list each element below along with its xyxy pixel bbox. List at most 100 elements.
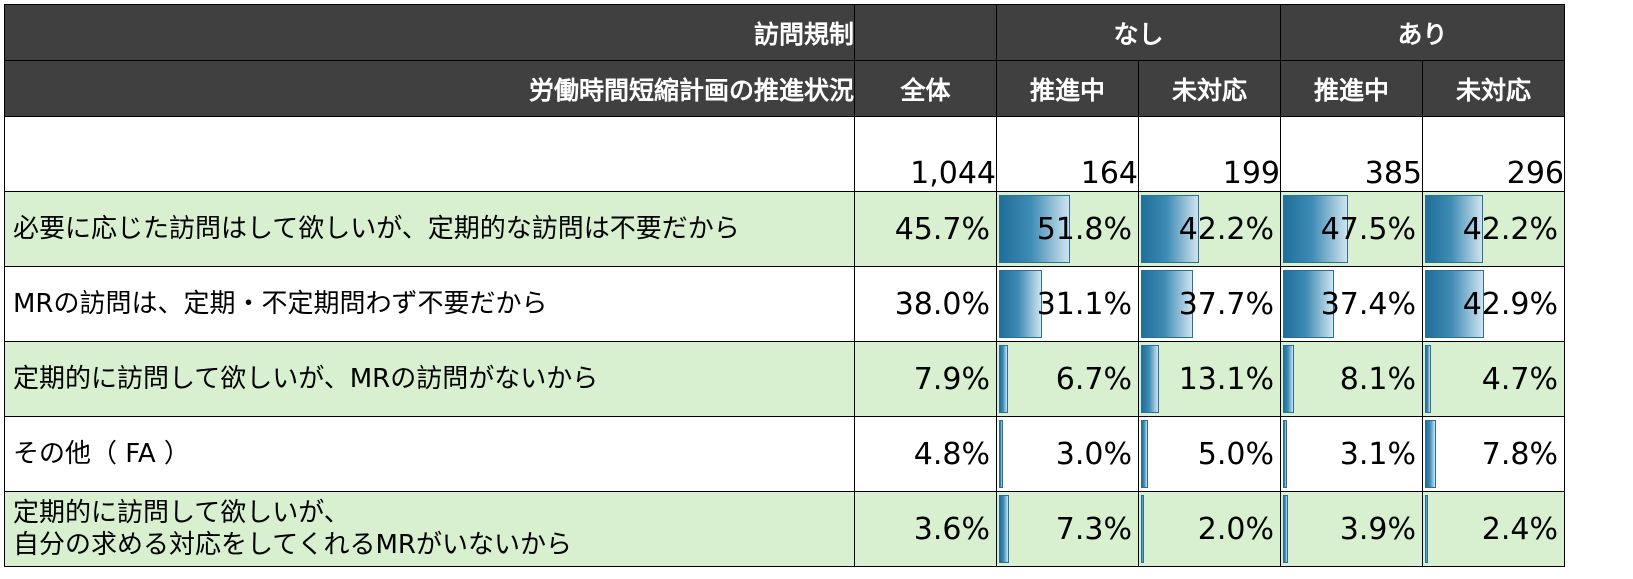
bar [1283, 495, 1288, 563]
data-row: 定期的に訪問して欲しいが、 自分の求める対応をしてくれるMRがいないから 3.6%… [4, 491, 1565, 567]
value-cell: 5.0% [1138, 416, 1281, 492]
bar [1425, 495, 1428, 563]
group-header-none: なし [996, 4, 1281, 61]
data-label: 8.1% [1339, 361, 1416, 397]
data-label: 7.8% [1481, 436, 1558, 472]
sample-size-cell: 199 [1138, 116, 1281, 192]
value-cell-total: 38.0% [854, 266, 997, 342]
data-label: 45.7% [894, 211, 990, 247]
data-row: MRの訪問は、定期・不定期問わず不要だから 38.0% 31.1% 37.7% … [4, 266, 1565, 342]
value-cell: 42.2% [1138, 191, 1281, 267]
bar [1141, 495, 1144, 563]
value-cell: 51.8% [996, 191, 1139, 267]
header-row-visit-regulation: 訪問規制 なし あり [4, 4, 1565, 61]
work-hour-plan-status-label: 労働時間短縮計画の推進状況 [4, 60, 855, 117]
value-cell-total: 3.6% [854, 491, 997, 567]
value-cell: 2.4% [1422, 491, 1565, 567]
data-row: その他（ FA ） 4.8% 3.0% 5.0% 3.1% 7.8% [4, 416, 1565, 492]
data-label: 2.4% [1481, 511, 1558, 547]
column-header-none-unaddressed: 未対応 [1138, 60, 1281, 117]
bar [999, 270, 1042, 338]
value-cell: 47.5% [1280, 191, 1423, 267]
value-cell: 42.9% [1422, 266, 1565, 342]
group-header-yes: あり [1280, 4, 1565, 61]
row-label-line: MRの訪問は、定期・不定期問わず不要だから [13, 289, 548, 319]
value-cell: 3.1% [1280, 416, 1423, 492]
data-label: 5.0% [1197, 436, 1274, 472]
bar [1141, 345, 1159, 413]
bar [1141, 270, 1193, 338]
sample-size-row: 1,044 164 199 385 296 [4, 116, 1565, 192]
bar [1425, 270, 1484, 338]
data-label: 38.0% [894, 286, 990, 322]
row-label-line: 必要に応じた訪問はして欲しいが、定期的な訪問は不要だから [13, 214, 740, 244]
data-label: 42.2% [1178, 211, 1274, 247]
value-cell: 3.9% [1280, 491, 1423, 567]
data-label: 37.4% [1320, 286, 1416, 322]
sample-size-cell: 385 [1280, 116, 1423, 192]
data-label: 13.1% [1178, 361, 1274, 397]
row-label: 必要に応じた訪問はして欲しいが、定期的な訪問は不要だから [4, 191, 855, 267]
row-label: 定期的に訪問して欲しいが、MRの訪問がないから [4, 341, 855, 417]
bar [999, 495, 1009, 563]
row-label: 定期的に訪問して欲しいが、 自分の求める対応をしてくれるMRがいないから [4, 491, 855, 567]
data-label: 3.0% [1055, 436, 1132, 472]
bar [1425, 420, 1436, 488]
data-label: 3.6% [913, 511, 990, 547]
data-label: 47.5% [1320, 211, 1416, 247]
data-label: 4.8% [913, 436, 990, 472]
value-cell-total: 7.9% [854, 341, 997, 417]
value-cell: 6.7% [996, 341, 1139, 417]
column-header-none-promoting: 推進中 [996, 60, 1139, 117]
header-blank-cell [854, 4, 997, 61]
data-label: 51.8% [1036, 211, 1132, 247]
value-cell: 7.8% [1422, 416, 1565, 492]
crosstab-table: 訪問規制 なし あり 労働時間短縮計画の推進状況 全体 推進中 未対応 推進中 … [4, 4, 1565, 567]
value-cell: 2.0% [1138, 491, 1281, 567]
value-cell: 37.4% [1280, 266, 1423, 342]
bar [1283, 195, 1348, 263]
bar [1425, 195, 1483, 263]
sample-size-cell: 296 [1422, 116, 1565, 192]
value-cell-total: 45.7% [854, 191, 997, 267]
data-label: 31.1% [1036, 286, 1132, 322]
data-label: 42.2% [1462, 211, 1558, 247]
value-cell: 37.7% [1138, 266, 1281, 342]
column-header-yes-promoting: 推進中 [1280, 60, 1423, 117]
header-row-status: 労働時間短縮計画の推進状況 全体 推進中 未対応 推進中 未対応 [4, 60, 1565, 117]
row-label-line: 自分の求める対応をしてくれるMRがいないから [13, 530, 572, 560]
sample-size-cell: 164 [996, 116, 1139, 192]
value-cell: 4.7% [1422, 341, 1565, 417]
data-label: 42.9% [1462, 286, 1558, 322]
data-label: 3.9% [1339, 511, 1416, 547]
row-label: MRの訪問は、定期・不定期問わず不要だから [4, 266, 855, 342]
data-label: 2.0% [1197, 511, 1274, 547]
row-label: その他（ FA ） [4, 416, 855, 492]
bar [1141, 420, 1148, 488]
column-header-total: 全体 [854, 60, 997, 117]
data-row: 必要に応じた訪問はして欲しいが、定期的な訪問は不要だから 45.7% 51.8%… [4, 191, 1565, 267]
row-label-line: 定期的に訪問して欲しいが、MRの訪問がないから [13, 364, 599, 394]
data-row: 定期的に訪問して欲しいが、MRの訪問がないから 7.9% 6.7% 13.1% … [4, 341, 1565, 417]
value-cell: 13.1% [1138, 341, 1281, 417]
bar [1283, 270, 1334, 338]
bar [1141, 195, 1199, 263]
bar [1283, 345, 1294, 413]
row-label-line: その他（ FA ） [13, 439, 190, 469]
row-label-line: 定期的に訪問して欲しいが、 [13, 498, 350, 528]
column-header-yes-unaddressed: 未対応 [1422, 60, 1565, 117]
bar [999, 420, 1003, 488]
value-cell-total: 4.8% [854, 416, 997, 492]
data-label: 37.7% [1178, 286, 1274, 322]
data-label: 7.3% [1055, 511, 1132, 547]
visit-regulation-label: 訪問規制 [4, 4, 855, 61]
data-label: 6.7% [1055, 361, 1132, 397]
value-cell: 7.3% [996, 491, 1139, 567]
value-cell: 31.1% [996, 266, 1139, 342]
sample-size-label-cell [4, 116, 855, 192]
data-label: 4.7% [1481, 361, 1558, 397]
data-label: 7.9% [913, 361, 990, 397]
value-cell: 42.2% [1422, 191, 1565, 267]
bar [999, 345, 1008, 413]
bar [1283, 420, 1287, 488]
